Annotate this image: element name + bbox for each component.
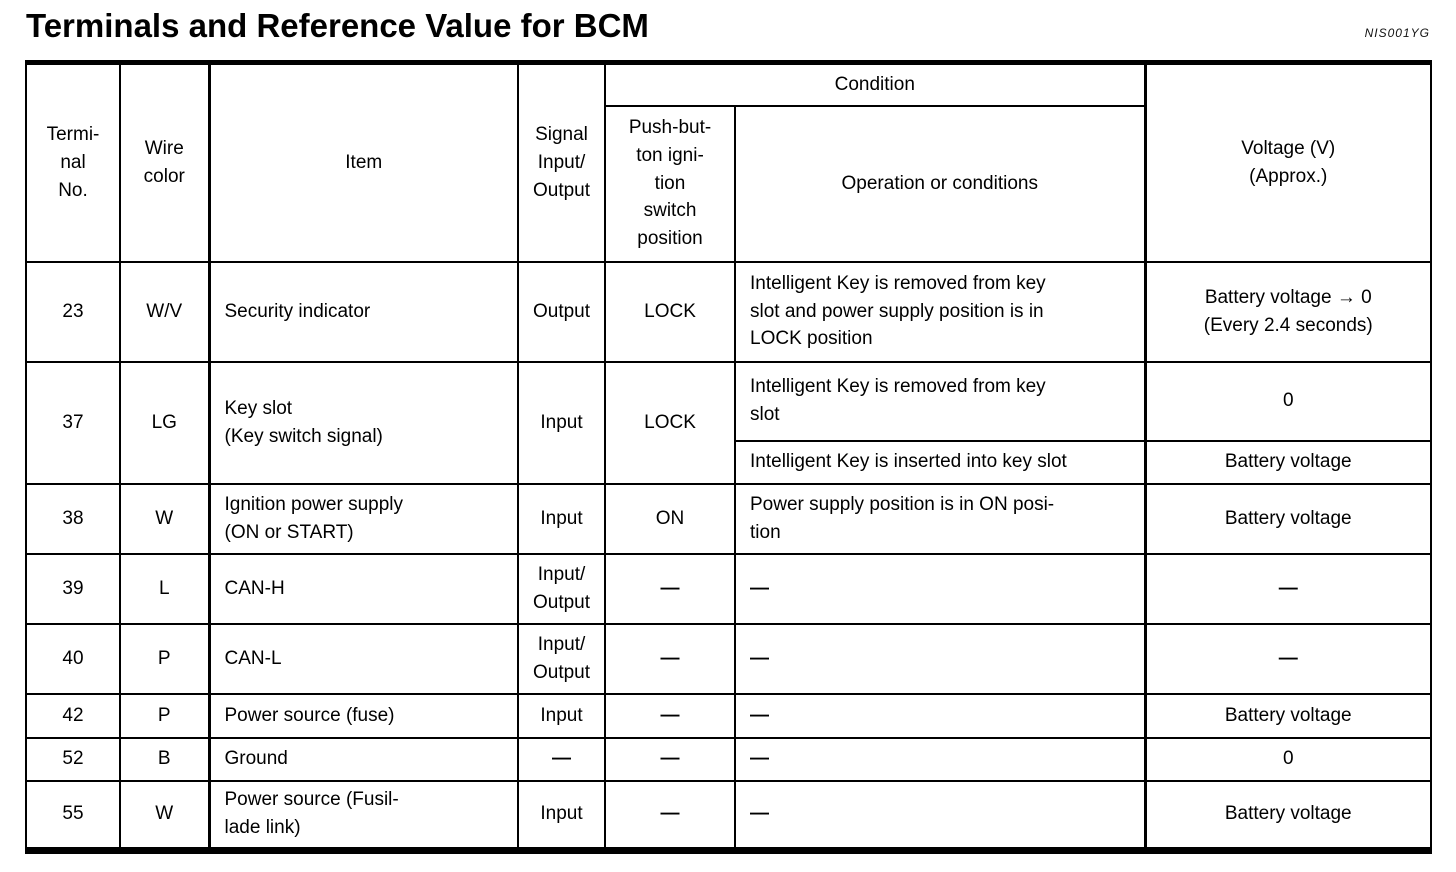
operation-cell: — <box>734 736 1146 782</box>
terminal-no-cell: 39 <box>25 552 121 625</box>
operation-cell: Power supply position is in ON posi- tio… <box>734 482 1146 555</box>
voltage-cell: Battery voltage <box>1143 482 1432 555</box>
voltage-cell: Battery voltage <box>1143 779 1432 852</box>
header-operation: Operation or conditions <box>734 104 1146 263</box>
terminals-reference-table: Termi- nal No. Wire color Item Signal In… <box>25 60 1432 854</box>
signal-io-cell: — <box>517 736 606 782</box>
header-row-top: Termi- nal No. Wire color Item Signal In… <box>25 61 1432 263</box>
voltage-cell: Battery voltage → 0 (Every 2.4 seconds) <box>1143 260 1432 363</box>
header-switch-position: Push-but- ton igni- tion switch position <box>604 104 736 263</box>
item-cell: Power source (Fusil- lade link) <box>207 779 519 852</box>
table-row-terminal-23: 23 W/V Security indicator Output LOCK In… <box>25 260 1432 363</box>
wire-color-cell: W/V <box>119 260 210 363</box>
signal-io-cell: Output <box>517 260 606 363</box>
table-row-terminal-55: 55 W Power source (Fusil- lade link) Inp… <box>25 779 1432 852</box>
table-row-terminal-39: 39 L CAN-H Input/ Output — — — <box>25 552 1432 625</box>
switch-position-cell: — <box>604 736 736 782</box>
terminal-no-cell: 37 <box>25 360 121 485</box>
operation-cell: Intelligent Key is removed from key slot <box>734 360 1146 442</box>
operation-cell: Intelligent Key is removed from key slot… <box>734 260 1146 363</box>
header-signal-io: Signal Input/ Output <box>517 61 606 263</box>
switch-position-cell: LOCK <box>604 260 736 363</box>
header-voltage: Voltage (V) (Approx.) <box>1143 61 1432 263</box>
switch-position-cell: ON <box>604 482 736 555</box>
wire-color-cell: LG <box>119 360 210 485</box>
operation-cell: Intelligent Key is inserted into key slo… <box>734 439 1146 485</box>
item-cell: Ground <box>207 736 519 782</box>
signal-io-cell: Input <box>517 482 606 555</box>
table-row-terminal-38: 38 W Ignition power supply (ON or START)… <box>25 482 1432 555</box>
table-row-terminal-37: 37 LG Key slot (Key switch signal) Input… <box>25 360 1432 485</box>
signal-io-cell: Input/ Output <box>517 622 606 695</box>
table-row-terminal-37-sub: Intelligent Key is inserted into key slo… <box>26 439 1432 485</box>
item-cell: Ignition power supply (ON or START) <box>207 482 519 555</box>
switch-position-cell: LOCK <box>604 360 736 485</box>
operation-cell: — <box>734 692 1146 739</box>
header-item: Item <box>207 61 519 263</box>
operation-cell: — <box>734 622 1146 695</box>
wire-color-cell: W <box>119 779 210 852</box>
terminal-no-cell: 40 <box>25 622 121 695</box>
terminal-no-cell: 42 <box>25 692 121 739</box>
switch-position-cell: — <box>604 779 736 852</box>
operation-cell: — <box>734 552 1146 625</box>
page-title: Terminals and Reference Value for BCM <box>26 7 649 44</box>
title-row: Terminals and Reference Value for BCM NI… <box>26 4 1430 60</box>
voltage-cell: 0 <box>1143 360 1432 442</box>
voltage-cell: Battery voltage <box>1143 692 1432 739</box>
signal-io-cell: Input <box>517 692 606 739</box>
figure-code: NIS001YG <box>1364 26 1430 40</box>
signal-io-cell: Input/ Output <box>517 552 606 625</box>
wire-color-cell: P <box>119 622 210 695</box>
item-cell: CAN-H <box>207 552 519 625</box>
wire-color-cell: W <box>119 482 210 555</box>
item-cell: Key slot (Key switch signal) <box>207 360 519 485</box>
header-row-sub: Push-but- ton igni- tion switch position… <box>26 104 1431 263</box>
wire-color-cell: L <box>119 552 210 625</box>
header-condition: Condition <box>604 61 1146 107</box>
operation-cell: — <box>734 779 1146 852</box>
switch-position-cell: — <box>604 622 736 695</box>
voltage-cell: Battery voltage <box>1143 439 1432 485</box>
header-wire-color: Wire color <box>119 61 210 263</box>
switch-position-cell: — <box>604 552 736 625</box>
wire-color-cell: B <box>119 736 210 782</box>
terminal-no-cell: 23 <box>25 260 121 363</box>
signal-io-cell: Input <box>517 779 606 852</box>
signal-io-cell: Input <box>517 360 606 485</box>
switch-position-cell: — <box>604 692 736 739</box>
voltage-cell: — <box>1143 622 1432 695</box>
terminal-no-cell: 55 <box>25 779 121 852</box>
wire-color-cell: P <box>119 692 210 739</box>
table-row-terminal-42: 42 P Power source (fuse) Input — — Batte… <box>25 692 1432 739</box>
table-row-terminal-52: 52 B Ground — — — 0 <box>25 736 1432 782</box>
item-cell: Power source (fuse) <box>207 692 519 739</box>
terminal-no-cell: 38 <box>25 482 121 555</box>
terminal-no-cell: 52 <box>25 736 121 782</box>
voltage-cell: 0 <box>1143 736 1432 782</box>
table-row-terminal-40: 40 P CAN-L Input/ Output — — — <box>25 622 1432 695</box>
voltage-cell: — <box>1143 552 1432 625</box>
item-cell: CAN-L <box>207 622 519 695</box>
header-terminal-no: Termi- nal No. <box>25 61 121 263</box>
item-cell: Security indicator <box>207 260 519 363</box>
